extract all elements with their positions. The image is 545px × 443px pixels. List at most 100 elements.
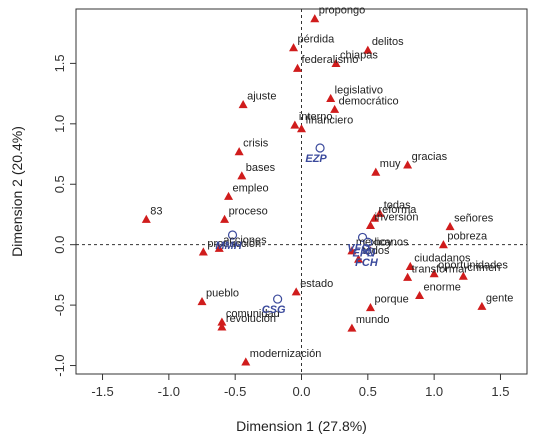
word-marker (241, 357, 251, 366)
word-marker (214, 243, 224, 252)
word-marker (445, 222, 455, 231)
y-tick-label: 1.0 (52, 115, 67, 133)
author-label: EZP (305, 153, 327, 165)
data-points: propongo pérdida delitos federalismochiapas… (141, 5, 514, 366)
y-axis: -1.0 -0.5 0.0 0.5 1.0 1.5 (52, 54, 76, 377)
x-tick-label: 1.5 (491, 384, 509, 399)
y-tick-label: 0.0 (52, 236, 67, 254)
word-label: hoy (374, 237, 392, 249)
y-tick-label: -1.0 (52, 354, 67, 376)
word-marker (293, 63, 303, 72)
word-marker (289, 43, 299, 52)
word-marker (297, 124, 306, 133)
word-label: ciudadanos (414, 252, 471, 264)
reference-lines (76, 9, 527, 374)
word-label: modernización (250, 348, 322, 360)
word-label: democrático (339, 95, 399, 107)
x-tick-label: 0.5 (359, 384, 377, 399)
word-label: pobreza (447, 231, 488, 243)
word-label: todas (384, 199, 411, 211)
x-axis-title: Dimension 1 (27.8%) (236, 418, 367, 434)
word-marker (371, 167, 381, 176)
word-marker (403, 272, 413, 281)
x-tick-label: 1.0 (425, 384, 443, 399)
word-marker (290, 120, 300, 129)
word-marker (403, 160, 413, 169)
author-label: FCH (355, 257, 379, 269)
word-marker (326, 93, 336, 103)
word-label: legislativo (335, 84, 383, 96)
x-tick-label: -1.0 (158, 384, 180, 399)
y-axis-title: Dimension 2 (20.4%) (9, 126, 25, 257)
word-label: pueblo (206, 287, 239, 299)
word-marker (365, 303, 375, 312)
word-marker (363, 45, 373, 54)
word-marker (347, 246, 357, 255)
x-axis: -1.5 -1.0 -0.5 0.0 0.5 1.0 1.5 (91, 374, 510, 399)
author-marker (315, 143, 325, 153)
word-marker (217, 322, 227, 331)
word-label: bases (246, 162, 276, 174)
word-marker (197, 296, 207, 306)
word-label: financiero (306, 115, 354, 127)
word-label: propongo (319, 5, 366, 17)
word-label: mundo (356, 314, 390, 326)
word-marker (347, 323, 357, 332)
word-marker (415, 290, 425, 300)
word-marker (198, 247, 208, 256)
author-label: MMH (215, 240, 242, 252)
word-label: interno (299, 111, 333, 123)
y-tick-label: 1.5 (52, 54, 67, 72)
word-marker (330, 104, 340, 113)
author-label: CSG (262, 304, 286, 316)
word-marker (477, 301, 487, 310)
word-marker (224, 191, 234, 200)
word-label: transformar (412, 263, 469, 275)
word-label: todos (363, 245, 390, 257)
word-label: mexicanos (356, 237, 409, 249)
word-marker (331, 58, 341, 67)
word-label: oportunidades (438, 260, 508, 272)
word-marker (369, 213, 379, 222)
author-label: VFQ (347, 242, 370, 254)
y-tick-label: 0.5 (52, 175, 67, 193)
author-marker (365, 247, 376, 257)
x-tick-label: 0.0 (292, 384, 310, 399)
word-marker (354, 254, 364, 263)
word-label: muy (380, 158, 401, 170)
word-label: señores (454, 213, 494, 225)
word-label: inversión (374, 211, 418, 223)
word-label: enorme (424, 281, 461, 293)
word-marker (141, 214, 151, 223)
word-label: reforma (378, 204, 417, 216)
x-tick-label: -0.5 (224, 384, 246, 399)
word-label: ajuste (247, 90, 276, 102)
word-label: chiapas (340, 49, 378, 61)
word-marker (365, 220, 375, 229)
author-marker (227, 230, 238, 240)
x-tick-label: -1.5 (91, 384, 113, 399)
word-label: gente (486, 292, 514, 304)
word-label: estado (300, 278, 333, 290)
word-marker (291, 287, 301, 296)
word-marker (429, 269, 439, 278)
word-label: producción (207, 238, 261, 250)
word-label: pérdida (298, 34, 336, 46)
word-marker (238, 99, 248, 109)
word-marker (405, 261, 415, 271)
y-tick-label: -0.5 (52, 294, 67, 316)
word-label: porque (374, 294, 408, 306)
word-label: comunidad (226, 308, 280, 320)
author-marker (273, 294, 283, 304)
word-label: crisis (243, 138, 269, 150)
word-label: crimen (467, 262, 500, 274)
word-marker (458, 271, 468, 280)
author-label: EPN (353, 247, 377, 259)
word-marker (237, 171, 247, 180)
word-marker (375, 208, 385, 217)
word-marker (220, 214, 230, 223)
word-label: gracias (412, 151, 448, 163)
word-label: 83 (150, 205, 162, 217)
word-label: empleo (233, 182, 269, 194)
